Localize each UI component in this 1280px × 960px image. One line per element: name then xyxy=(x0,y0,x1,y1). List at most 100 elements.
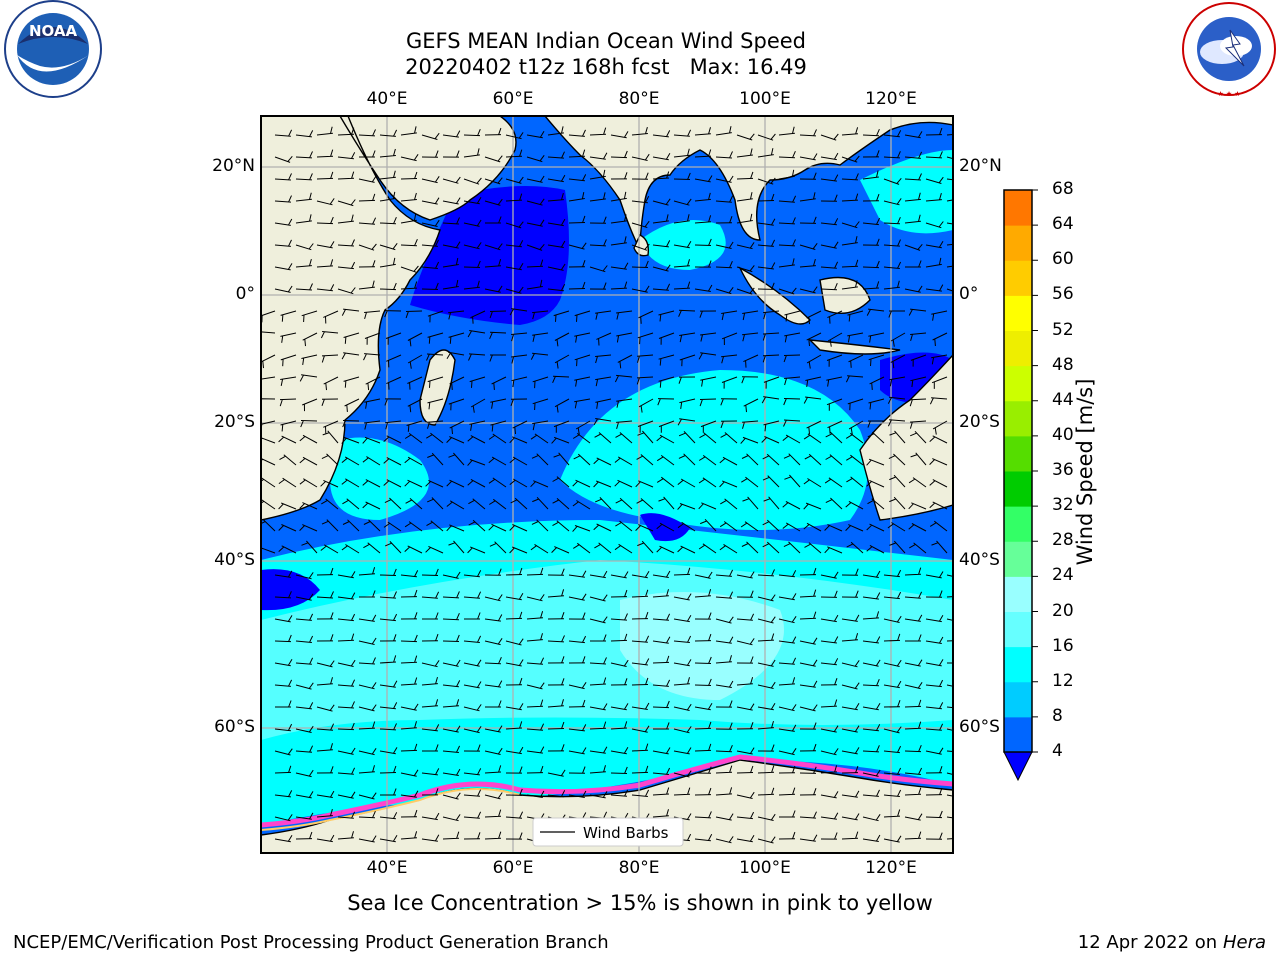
wind-barb xyxy=(720,398,738,406)
wind-barb xyxy=(316,171,334,180)
colorbar-segment xyxy=(1004,611,1032,648)
wind-barb xyxy=(635,480,654,488)
wind-barb xyxy=(425,545,444,554)
wind-barb xyxy=(379,191,396,202)
wind-barb xyxy=(631,635,650,643)
wind-barb xyxy=(904,173,922,181)
wind-barb xyxy=(446,351,465,359)
wind-barb xyxy=(442,659,461,667)
wind-barb xyxy=(883,216,901,225)
wind-barb xyxy=(925,659,944,667)
wind-barb xyxy=(295,173,313,181)
wind-barb xyxy=(484,792,503,800)
wind-barb xyxy=(302,398,318,412)
wind-barb xyxy=(841,831,859,840)
wind-barb xyxy=(484,656,502,665)
wind-barb xyxy=(700,376,717,387)
wind-barb xyxy=(715,241,734,249)
wind-barb xyxy=(673,281,691,290)
wind-barb xyxy=(757,239,776,247)
wind-barb xyxy=(532,420,549,431)
wind-barb xyxy=(757,262,776,270)
wind-barb xyxy=(757,659,776,667)
wind-barb xyxy=(694,811,712,819)
wind-barb xyxy=(463,659,482,667)
wind-barb xyxy=(316,126,333,136)
wind-barb xyxy=(841,682,860,690)
wind-barb xyxy=(358,765,375,774)
wind-barb xyxy=(778,169,795,180)
wind-barb xyxy=(736,242,755,250)
wind-barb xyxy=(719,480,738,488)
wind-barb xyxy=(741,453,759,466)
wind-barb xyxy=(868,398,885,410)
wind-barb xyxy=(526,765,544,774)
wind-barb xyxy=(295,791,314,799)
wind-barb xyxy=(904,682,923,690)
wind-barb xyxy=(593,480,612,488)
wind-barb xyxy=(846,454,864,466)
wind-barb xyxy=(652,171,670,180)
wind-barb xyxy=(929,479,948,488)
wind-barb xyxy=(715,175,734,183)
wind-barb xyxy=(505,149,523,158)
wind-barb xyxy=(784,474,801,488)
left-lat-tick: 0° xyxy=(235,284,255,304)
wind-barb xyxy=(589,616,608,624)
wind-barb xyxy=(846,541,864,554)
wind-barb xyxy=(825,431,843,444)
wind-barb xyxy=(568,215,586,224)
sea-ice-edge xyxy=(261,754,953,828)
wind-barb xyxy=(274,263,293,271)
wind-barb xyxy=(526,723,545,731)
wind-barb xyxy=(595,497,612,510)
wind-barb xyxy=(384,497,402,510)
wind-barb xyxy=(448,332,465,344)
top-lon-tick: 120°E xyxy=(865,89,917,109)
wind-barb xyxy=(337,791,356,799)
wind-barb xyxy=(505,677,523,686)
wind-barb xyxy=(657,398,675,406)
wind-barb xyxy=(678,453,696,466)
wind-barb xyxy=(589,282,607,290)
wind-barb xyxy=(337,171,355,180)
colorbar-tick-label: 4 xyxy=(1052,741,1063,761)
wind-barb xyxy=(720,498,738,510)
wind-barb xyxy=(488,523,507,532)
wind-barb xyxy=(316,808,333,818)
colorbar-tick-label: 16 xyxy=(1052,635,1074,656)
wind-barb xyxy=(614,456,633,466)
wind-barb xyxy=(485,700,502,708)
wind-barb xyxy=(652,264,671,272)
wind-barb xyxy=(261,519,276,532)
wind-barb xyxy=(715,151,733,159)
wind-barb xyxy=(383,521,402,532)
wind-barb xyxy=(742,420,759,429)
wind-barb xyxy=(909,542,927,554)
wind-barb xyxy=(552,498,570,510)
wind-barb xyxy=(295,812,314,820)
wind-barb xyxy=(547,283,566,292)
wind-barb xyxy=(337,701,355,709)
wind-barb xyxy=(404,433,423,444)
wind-barb xyxy=(400,570,419,578)
wind-barb xyxy=(720,420,738,429)
wind-barb xyxy=(547,744,565,752)
wind-barb xyxy=(427,497,444,510)
wind-barb xyxy=(799,286,818,294)
wind-barb xyxy=(484,568,502,576)
wind-barb xyxy=(491,376,507,390)
wind-barb xyxy=(721,376,738,389)
footer-right: 12 Apr 2022 on Hera xyxy=(1078,932,1266,953)
wind-barb xyxy=(698,352,717,360)
top-lon-tick: 40°E xyxy=(366,89,408,109)
wind-barb xyxy=(909,420,927,429)
wind-barb xyxy=(638,398,654,413)
wind-barb xyxy=(316,241,335,249)
wind-barb xyxy=(862,150,880,158)
wind-barb xyxy=(484,809,502,818)
wind-barb xyxy=(505,240,524,248)
wind-barb xyxy=(574,310,591,322)
wind-barb xyxy=(615,497,633,510)
wind-barb xyxy=(743,398,759,413)
